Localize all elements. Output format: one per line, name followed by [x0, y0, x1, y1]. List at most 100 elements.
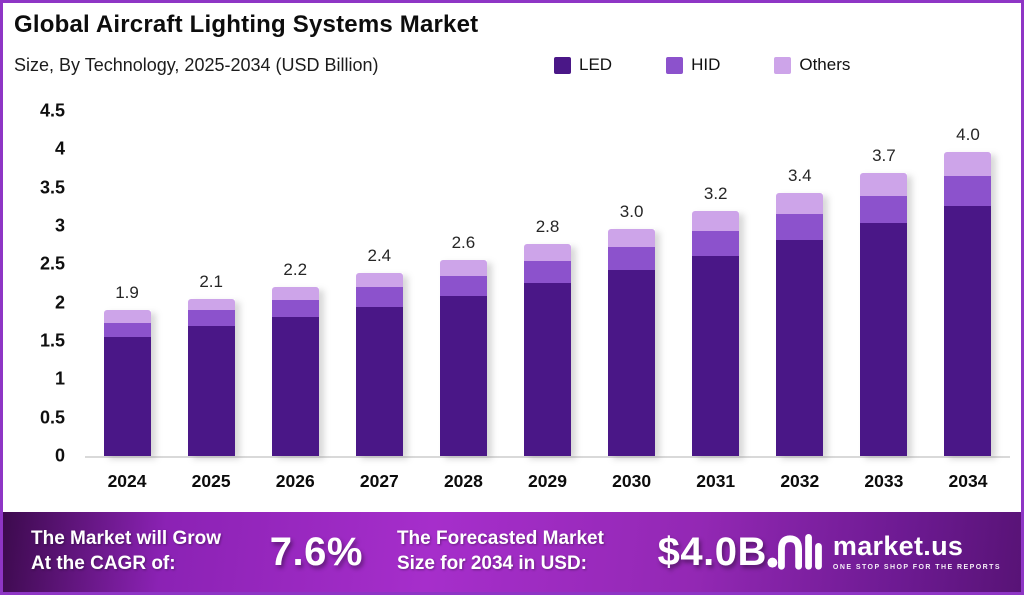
bar-segment-hid [439, 275, 487, 296]
bar-stack: 4.0 [944, 125, 992, 456]
bar-total-label: 2.6 [451, 232, 476, 252]
bar-stack: 2.1 [187, 272, 235, 456]
x-tick-label: 2032 [780, 471, 820, 491]
bar-total-label: 2.1 [199, 271, 223, 291]
y-tick-label: 1.5 [39, 330, 65, 351]
legend-swatch-icon [666, 56, 684, 74]
x-tick-label: 2031 [696, 471, 736, 491]
bar-total-label: 3.4 [787, 166, 812, 186]
bar-segment-led [355, 306, 403, 456]
chart-subtitle: Size, By Technology, 2025-2034 (USD Bill… [14, 55, 379, 75]
x-tick-label: 2024 [107, 471, 147, 491]
bar-slot: 4.0 [926, 111, 1010, 456]
bar-segment-led [944, 206, 992, 456]
market-us-logo-icon [767, 529, 823, 576]
legend-item: Others [774, 55, 850, 75]
brand-tagline: ONE STOP SHOP FOR THE REPORTS [832, 564, 1001, 571]
bar-total-label: 3.7 [872, 146, 896, 166]
forecast-value: $4.0B [657, 529, 767, 574]
bar-stack: 3.7 [860, 146, 908, 456]
x-tick-label: 2026 [275, 471, 315, 491]
bar-total-label: 2.2 [283, 260, 308, 280]
y-tick-label: 1 [54, 368, 65, 389]
legend-label: LED [579, 55, 613, 74]
bar-total-label: 1.9 [115, 283, 139, 303]
forecast-label-line1: The Forecasted Market [396, 528, 604, 550]
cagr-label-line1: The Market will Grow [31, 528, 222, 550]
bar-segment-others [608, 229, 656, 248]
y-tick-label: 4.5 [39, 100, 65, 121]
bar-total-label: 2.4 [367, 245, 392, 265]
bar-total-label: 4.0 [956, 124, 980, 144]
bar-total-label: 3.2 [703, 184, 728, 204]
legend-item: HID [666, 55, 720, 75]
bar-segment-led [271, 317, 319, 456]
bar-segment-others [692, 211, 740, 231]
bar-segment-hid [271, 300, 319, 318]
bar-slot: 3.4 [758, 111, 842, 456]
bar-slot: 3.0 [590, 111, 674, 456]
y-tick-label: 2.5 [39, 253, 65, 274]
x-tick-label: 2025 [191, 471, 231, 491]
bar-segment-others [439, 259, 487, 276]
bar-segment-others [860, 173, 908, 197]
bar-total-label: 3.0 [619, 202, 644, 222]
bar-segment-others [187, 298, 235, 311]
bar-segment-led [692, 255, 740, 456]
bar-segment-led [860, 222, 908, 456]
y-tick-label: 0 [54, 445, 65, 466]
x-tick-label: 2027 [359, 471, 399, 491]
forecast-label: The Forecasted Market Size for 2034 in U… [397, 527, 632, 576]
forecast-label-line2: Size for 2034 in USD: [396, 553, 588, 574]
legend-label: Others [799, 55, 851, 74]
bar-segment-hid [355, 287, 403, 307]
page-title: Global Aircraft Lighting Systems Market [14, 11, 479, 38]
bar-stack: 2.2 [271, 260, 319, 456]
bar-segment-hid [524, 261, 572, 284]
legend-swatch-icon [554, 56, 571, 74]
brand-text: market.us ONE STOP SHOP FOR THE REPORTS [832, 531, 1001, 572]
bar-slot: 2.6 [421, 111, 505, 456]
x-tick-label: 2034 [948, 471, 988, 491]
bar-segment-led [439, 295, 487, 456]
x-tick-label: 2028 [443, 471, 483, 491]
brand-logo: market.us ONE STOP SHOP FOR THE REPORTS [767, 529, 1001, 576]
bar-segment-others [944, 151, 992, 177]
bar-segment-hid [608, 247, 656, 270]
bar-slot: 1.9 [85, 111, 169, 456]
bar-stack: 1.9 [103, 283, 151, 456]
brand-name: market.us [832, 531, 964, 561]
bar-segment-others [776, 193, 824, 214]
bottom-banner: The Market will Grow At the CAGR of: 7.6… [3, 512, 1021, 592]
bar-segment-others [524, 243, 572, 262]
y-tick-label: 4 [54, 138, 65, 159]
header: Global Aircraft Lighting Systems Market [14, 11, 1010, 39]
bar-stack: 3.0 [608, 202, 656, 456]
bar-segment-led [608, 269, 656, 456]
bar-segment-hid [103, 322, 151, 338]
legend-item: LED [554, 55, 612, 75]
bar-segment-led [103, 337, 151, 456]
bar-stack: 3.2 [692, 184, 740, 456]
bar-stack: 2.6 [439, 233, 487, 456]
bar-segment-led [187, 326, 235, 456]
bar-segment-hid [860, 196, 908, 223]
bar-segment-led [524, 283, 572, 456]
bar-segment-hid [187, 310, 235, 327]
y-tick-label: 3 [54, 215, 65, 236]
cagr-label: The Market will Grow At the CAGR of: [31, 527, 238, 576]
bar-slot: 2.1 [169, 111, 253, 456]
bar-segment-led [776, 239, 824, 456]
y-tick-label: 3.5 [39, 177, 65, 198]
bar-stack: 3.4 [776, 166, 824, 456]
legend-swatch-icon [774, 56, 792, 74]
bar-segment-hid [776, 213, 824, 240]
y-tick-label: 0.5 [39, 407, 65, 428]
bar-segment-others [271, 287, 319, 301]
bar-stack: 2.8 [524, 217, 572, 456]
bar-slot: 2.4 [337, 111, 421, 456]
x-tick-label: 2030 [612, 471, 652, 491]
bar-segment-hid [692, 230, 740, 256]
bar-stack: 2.4 [355, 246, 403, 456]
